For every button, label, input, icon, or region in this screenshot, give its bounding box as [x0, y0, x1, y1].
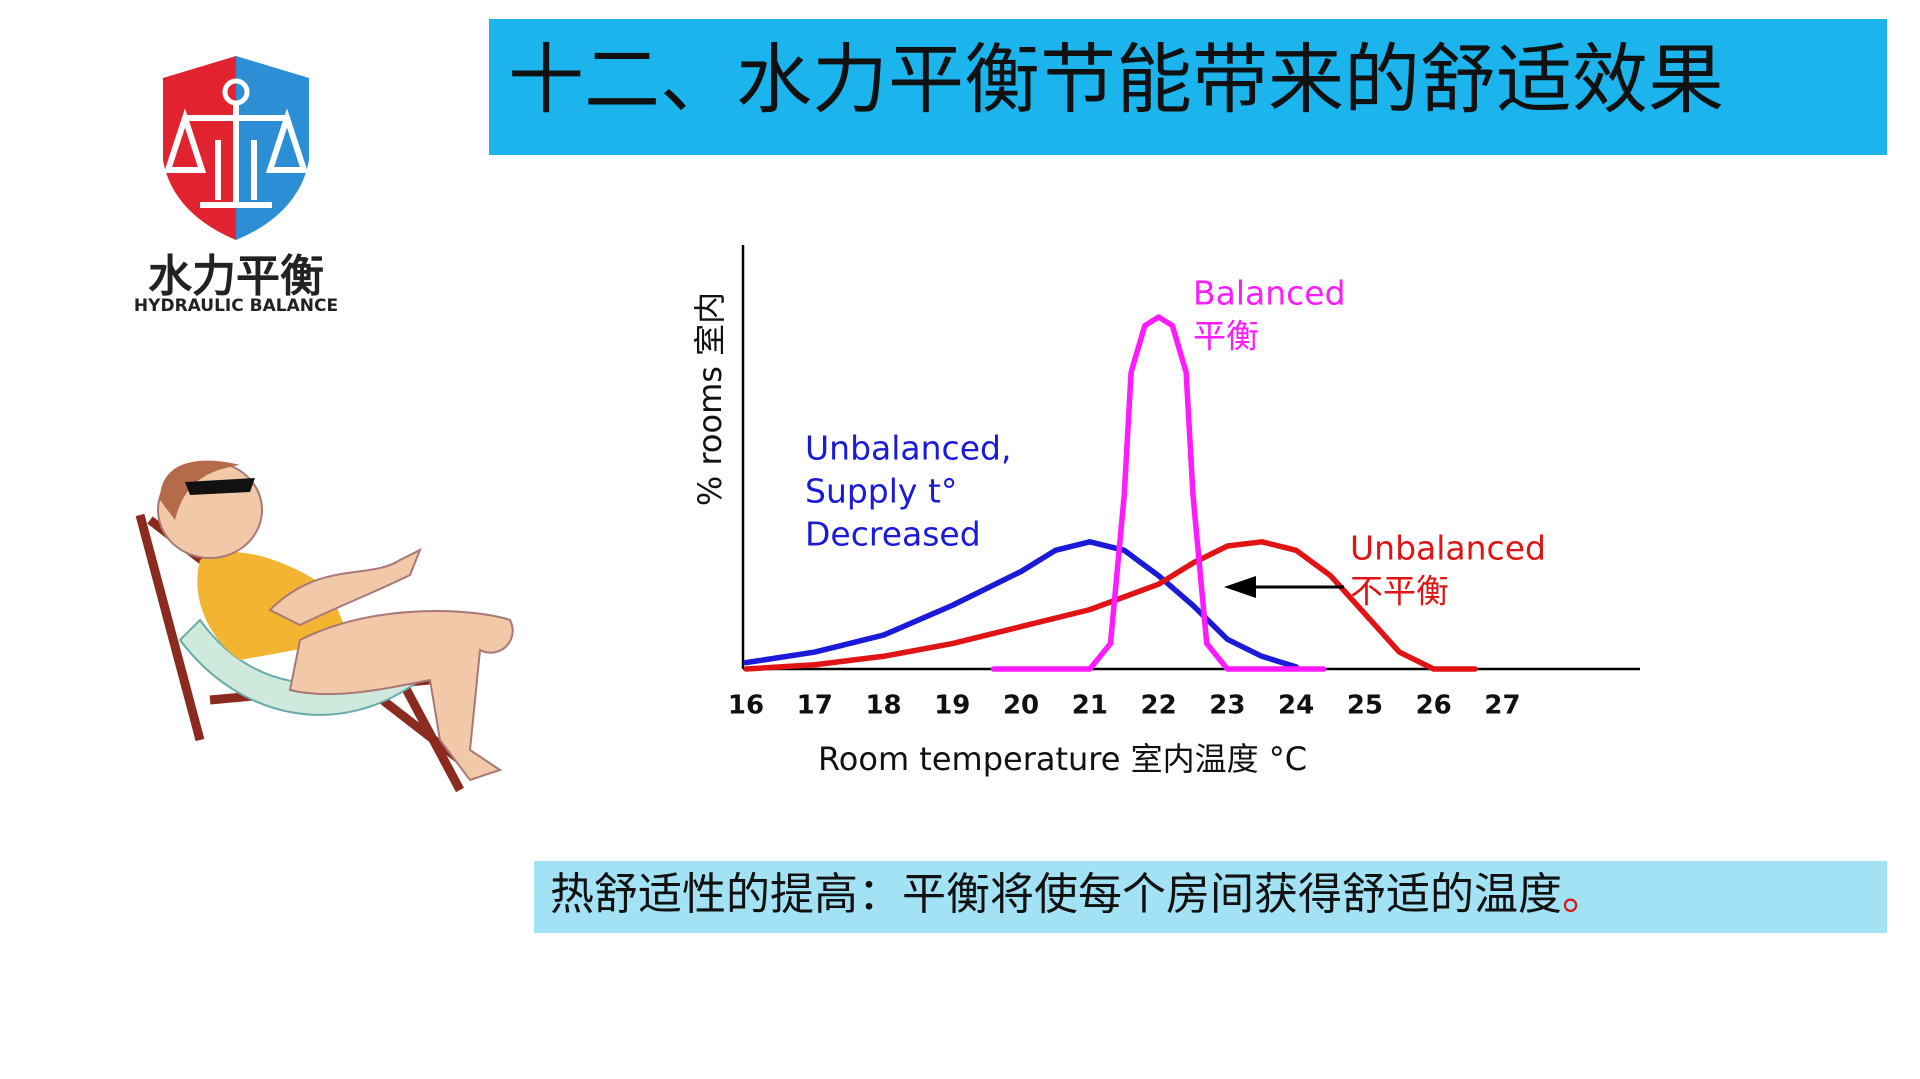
series-label: 不平衡: [1350, 572, 1449, 611]
x-axis-label: Room temperature 室内温度 °C: [818, 740, 1307, 778]
x-tick-label: 18: [865, 691, 901, 721]
x-tick-label: 27: [1484, 691, 1520, 721]
series-label: 平衡: [1193, 317, 1259, 356]
chart: 16 17 18 19 20 21 22 23 24 25 26 27 Room temperature…: [691, 245, 1640, 778]
y-axis-label: % rooms 室内: [691, 292, 729, 506]
x-tick-label: 26: [1416, 691, 1452, 721]
x-tick-label: 17: [797, 691, 833, 721]
title-bar: [489, 19, 1887, 155]
slide-title: 十二、水力平衡节能带来的舒适效果: [508, 35, 1724, 124]
series-label: Unbalanced,: [805, 429, 1011, 468]
x-tick-label: 21: [1072, 691, 1108, 721]
x-tick-label: 20: [1003, 691, 1039, 721]
series-label: Supply t°: [805, 472, 957, 511]
series-label: Unbalanced: [1350, 529, 1546, 568]
caption: 热舒适性的提高：平衡将使每个房间获得舒适的温度。: [550, 869, 1606, 920]
x-tick-label: 19: [934, 691, 970, 721]
legs: [288, 610, 514, 782]
illustration: [135, 460, 514, 793]
series-line: [990, 314, 1327, 672]
hair: [160, 460, 240, 520]
series-line: [743, 539, 1299, 670]
x-tick-label: 22: [1141, 691, 1177, 721]
x-tick-label: 23: [1209, 691, 1245, 721]
caption-end: 。: [1562, 869, 1606, 920]
logo: 水力平衡 HYDRAULIC BALANCE: [134, 56, 338, 316]
logo-subtitle: HYDRAULIC BALANCE: [134, 296, 338, 316]
series-label: Decreased: [805, 515, 981, 554]
x-tick-label: 25: [1347, 691, 1383, 721]
arrow-head: [1224, 576, 1256, 598]
logo-scales: [163, 103, 309, 208]
x-tick-label: 24: [1278, 691, 1314, 721]
series-label: Balanced: [1193, 274, 1346, 313]
arm: [268, 547, 422, 627]
series-line: [743, 539, 1478, 672]
x-tick-label: 16: [728, 691, 764, 721]
logo-name: 水力平衡: [148, 251, 324, 302]
caption-box: [534, 861, 1887, 933]
caption-text: 热舒适性的提高：平衡将使每个房间获得舒适的温度: [550, 869, 1562, 920]
sunglasses: [185, 478, 255, 495]
